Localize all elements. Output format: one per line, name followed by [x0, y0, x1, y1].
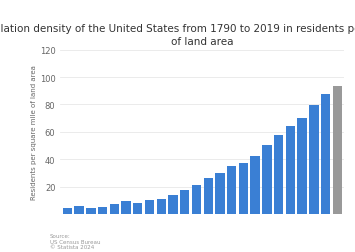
Bar — [239, 163, 248, 214]
Title: Population density of the United States from 1790 to 2019 in residents per squar: Population density of the United States … — [0, 24, 355, 47]
Bar — [63, 208, 72, 214]
Bar — [75, 206, 84, 214]
Bar — [86, 208, 95, 214]
Bar — [133, 203, 142, 214]
Bar — [297, 118, 307, 214]
Bar — [251, 156, 260, 214]
Bar — [321, 95, 330, 214]
Bar — [180, 190, 190, 214]
Bar — [215, 173, 225, 214]
Bar — [145, 200, 154, 214]
Bar — [98, 207, 107, 214]
Bar — [274, 136, 283, 214]
Bar — [192, 185, 201, 214]
Bar — [121, 201, 131, 214]
Bar — [168, 195, 178, 214]
Bar — [203, 179, 213, 214]
Bar — [227, 167, 236, 214]
Bar — [157, 199, 166, 214]
Bar — [309, 106, 318, 214]
Bar — [333, 86, 342, 214]
Bar — [286, 127, 295, 214]
Bar — [110, 204, 119, 214]
Text: Source:
US Census Bureau
© Statista 2024: Source: US Census Bureau © Statista 2024 — [50, 233, 100, 249]
Y-axis label: Residents per square mile of land area: Residents per square mile of land area — [31, 65, 37, 200]
Bar — [262, 145, 272, 214]
